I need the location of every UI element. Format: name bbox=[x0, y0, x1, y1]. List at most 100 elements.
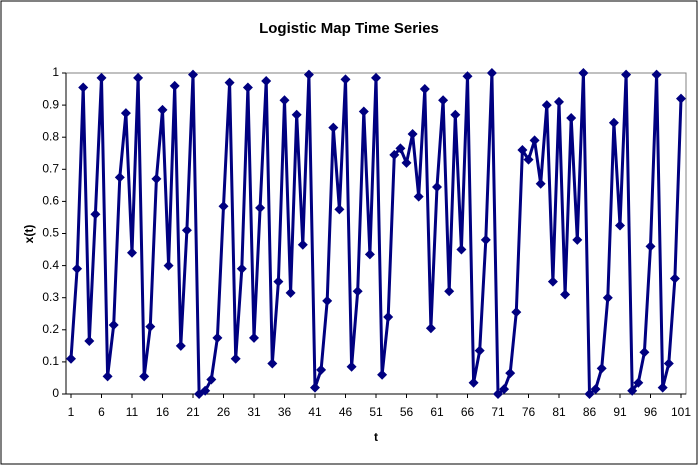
data-marker bbox=[334, 204, 345, 215]
data-marker bbox=[499, 384, 510, 395]
data-marker bbox=[468, 377, 479, 388]
x-tick-label: 51 bbox=[369, 405, 383, 419]
data-marker bbox=[78, 82, 89, 93]
data-marker bbox=[584, 389, 595, 399]
y-tick-label: 0.2 bbox=[42, 322, 59, 336]
data-marker bbox=[236, 263, 247, 274]
data-marker bbox=[425, 323, 436, 334]
data-marker bbox=[572, 234, 583, 245]
data-marker bbox=[621, 69, 632, 80]
x-tick-label: 71 bbox=[491, 405, 505, 419]
x-tick-label: 56 bbox=[400, 405, 414, 419]
data-marker bbox=[218, 201, 229, 212]
x-tick-label: 36 bbox=[278, 405, 292, 419]
data-marker bbox=[566, 112, 577, 123]
data-marker bbox=[249, 332, 259, 343]
data-marker bbox=[645, 241, 656, 252]
data-marker bbox=[212, 332, 223, 343]
x-tick-label: 26 bbox=[217, 405, 231, 419]
y-tick-label: 0.3 bbox=[42, 290, 59, 304]
data-marker bbox=[389, 149, 400, 160]
data-marker bbox=[346, 361, 357, 372]
data-marker bbox=[255, 202, 266, 213]
data-marker bbox=[639, 347, 650, 358]
data-marker bbox=[352, 286, 363, 297]
y-tick-label: 0.6 bbox=[42, 194, 59, 208]
data-marker bbox=[151, 173, 162, 184]
y-tick-label: 0.8 bbox=[42, 129, 59, 143]
y-axis-label: x(t) bbox=[22, 225, 36, 244]
data-marker bbox=[102, 371, 113, 382]
data-marker bbox=[608, 117, 619, 128]
data-marker bbox=[578, 68, 589, 78]
data-marker bbox=[401, 157, 412, 168]
data-marker bbox=[279, 95, 290, 106]
data-marker bbox=[242, 82, 253, 93]
data-marker bbox=[486, 68, 497, 78]
data-marker bbox=[96, 72, 107, 83]
data-marker bbox=[66, 353, 76, 364]
y-tick-label: 1 bbox=[52, 65, 59, 79]
data-marker bbox=[450, 109, 461, 120]
data-marker bbox=[188, 69, 198, 80]
data-marker bbox=[267, 358, 278, 369]
y-tick-label: 0 bbox=[52, 386, 59, 400]
data-marker bbox=[541, 100, 552, 111]
x-tick-label: 91 bbox=[613, 405, 627, 419]
data-marker bbox=[676, 93, 686, 104]
data-marker bbox=[157, 104, 168, 115]
x-tick-label: 6 bbox=[98, 405, 105, 419]
x-tick-label: 41 bbox=[308, 405, 322, 419]
data-marker bbox=[371, 72, 381, 83]
data-marker bbox=[169, 80, 180, 91]
data-marker bbox=[432, 181, 442, 192]
data-marker bbox=[84, 336, 95, 347]
data-marker bbox=[377, 369, 388, 380]
data-marker bbox=[273, 276, 284, 287]
data-marker bbox=[364, 249, 375, 260]
x-tick-label: 16 bbox=[156, 405, 170, 419]
data-marker bbox=[108, 319, 119, 330]
data-marker bbox=[316, 364, 327, 375]
data-marker bbox=[413, 191, 424, 202]
y-tick-label: 0.1 bbox=[42, 354, 59, 368]
data-marker bbox=[444, 286, 455, 297]
data-marker bbox=[505, 368, 516, 379]
data-marker bbox=[145, 321, 156, 332]
data-marker bbox=[511, 307, 522, 318]
data-marker bbox=[175, 340, 186, 351]
data-marker bbox=[480, 234, 491, 245]
x-tick-label: 61 bbox=[430, 405, 444, 419]
data-marker bbox=[529, 135, 540, 146]
data-marker bbox=[120, 108, 131, 119]
data-marker bbox=[163, 260, 174, 271]
chart-title: Logistic Map Time Series bbox=[259, 20, 439, 37]
data-marker bbox=[322, 295, 333, 306]
data-marker bbox=[633, 377, 644, 388]
y-tick-label: 0.4 bbox=[42, 258, 59, 272]
data-marker bbox=[669, 273, 680, 284]
data-marker bbox=[535, 178, 546, 189]
data-marker bbox=[72, 263, 83, 274]
data-marker bbox=[127, 247, 137, 258]
y-tick-label: 0.9 bbox=[42, 97, 59, 111]
data-marker bbox=[358, 106, 369, 117]
data-marker bbox=[547, 276, 558, 287]
x-tick-label: 21 bbox=[186, 405, 200, 419]
data-marker bbox=[517, 145, 528, 156]
data-marker bbox=[627, 385, 638, 396]
data-marker bbox=[206, 374, 217, 385]
data-marker bbox=[310, 382, 320, 393]
x-tick-label: 11 bbox=[126, 405, 139, 419]
y-tick-label: 0.7 bbox=[42, 161, 59, 175]
y-tick-label: 0.5 bbox=[42, 226, 59, 240]
data-marker bbox=[602, 292, 613, 303]
x-tick-label: 86 bbox=[583, 405, 597, 419]
data-marker bbox=[328, 122, 339, 133]
data-marker bbox=[419, 84, 430, 95]
data-marker bbox=[383, 311, 394, 322]
data-marker bbox=[462, 71, 473, 82]
x-tick-label: 1 bbox=[68, 405, 75, 419]
x-tick-label: 66 bbox=[461, 405, 475, 419]
data-marker bbox=[291, 109, 302, 120]
